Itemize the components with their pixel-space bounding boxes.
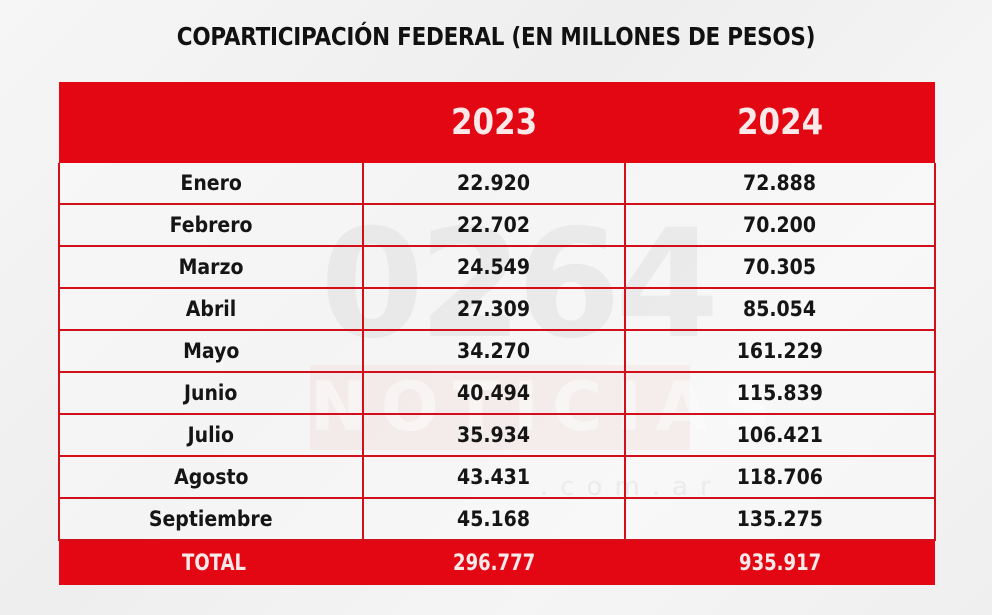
month-cell: Junio <box>58 371 364 415</box>
value-2024-cell: 118.706 <box>624 455 936 499</box>
month-cell: Marzo <box>58 245 364 289</box>
header-row: 2023 2024 <box>59 82 935 163</box>
value-2024-cell: 135.275 <box>624 497 936 541</box>
total-2024: 935.917 <box>625 540 935 585</box>
total-row: TOTAL 296.777 935.917 <box>59 540 935 585</box>
total-2023: 296.777 <box>363 540 625 585</box>
table-row: Julio 35.934 106.421 <box>58 413 936 457</box>
table-row: Febrero 22.702 70.200 <box>58 203 936 247</box>
month-cell: Agosto <box>58 455 364 499</box>
header-month <box>59 82 363 163</box>
table-title: COPARTICIPACIÓN FEDERAL (EN MILLONES DE … <box>176 22 816 51</box>
value-2024-cell: 72.888 <box>624 163 936 205</box>
table-row: Abril 27.309 85.054 <box>58 287 936 331</box>
total-label: TOTAL <box>59 540 363 585</box>
table-row: Mayo 34.270 161.229 <box>58 329 936 373</box>
value-2023-cell: 34.270 <box>362 329 626 373</box>
table-row: Enero 22.920 72.888 <box>58 163 936 205</box>
table-row: Septiembre 45.168 135.275 <box>58 497 936 541</box>
month-cell: Mayo <box>58 329 364 373</box>
value-2024-cell: 85.054 <box>624 287 936 331</box>
month-cell: Enero <box>58 163 364 205</box>
value-2023-cell: 24.549 <box>362 245 626 289</box>
value-2023-cell: 45.168 <box>362 497 626 541</box>
table-row: Marzo 24.549 70.305 <box>58 245 936 289</box>
table-row: Junio 40.494 115.839 <box>58 371 936 415</box>
value-2024-cell: 106.421 <box>624 413 936 457</box>
month-cell: Julio <box>58 413 364 457</box>
value-2024-cell: 70.200 <box>624 203 936 247</box>
value-2023-cell: 22.920 <box>362 163 626 205</box>
value-2023-cell: 43.431 <box>362 455 626 499</box>
header-2024: 2024 <box>625 82 935 163</box>
value-2024-cell: 161.229 <box>624 329 936 373</box>
header-2023: 2023 <box>363 82 625 163</box>
coparticipation-table: 2023 2024 Enero 22.920 72.888 Febrero 22.702… <box>58 82 936 585</box>
table-row: Agosto 43.431 118.706 <box>58 455 936 499</box>
value-2024-cell: 115.839 <box>624 371 936 415</box>
value-2023-cell: 27.309 <box>362 287 626 331</box>
value-2023-cell: 40.494 <box>362 371 626 415</box>
month-cell: Febrero <box>58 203 364 247</box>
month-cell: Septiembre <box>58 497 364 541</box>
month-cell: Abril <box>58 287 364 331</box>
value-2023-cell: 22.702 <box>362 203 626 247</box>
value-2023-cell: 35.934 <box>362 413 626 457</box>
value-2024-cell: 70.305 <box>624 245 936 289</box>
